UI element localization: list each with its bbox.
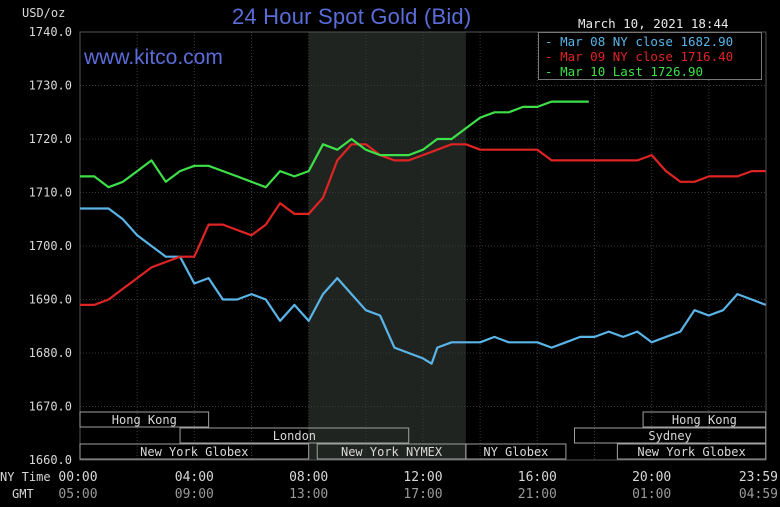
y-tick-label: 1730.0 <box>29 79 72 93</box>
y-tick-label: 1710.0 <box>29 186 72 200</box>
y-tick-label: 1740.0 <box>29 25 72 39</box>
y-tick-label: 1690.0 <box>29 293 72 307</box>
y-tick-label: 1720.0 <box>29 132 72 146</box>
session-box <box>642 411 767 428</box>
x-tick-ny: 04:00 <box>175 470 214 485</box>
y-unit-label: USD/oz <box>22 6 66 20</box>
ny-time-label: NY Time <box>0 470 51 484</box>
series-line-0 <box>80 207 767 365</box>
x-tick-gmt: 09:00 <box>175 487 214 502</box>
session-label: Hong Kong <box>112 413 177 427</box>
session-box <box>465 443 567 460</box>
y-tick-label: 1660.0 <box>29 453 72 467</box>
series-line-2 <box>80 100 589 189</box>
session-box <box>573 427 767 444</box>
session-label: NY Globex <box>483 445 548 459</box>
x-tick-gmt: 21:00 <box>518 487 557 502</box>
session-label: Hong Kong <box>672 413 737 427</box>
session-label: New York Globex <box>140 445 248 459</box>
session-label: London <box>273 429 316 443</box>
legend-swatch: - <box>545 49 561 64</box>
x-tick-gmt: 05:00 <box>58 487 97 502</box>
x-tick-ny: 23:59 <box>739 470 778 485</box>
legend-item-mar10: - Mar 10 Last 1726.90 <box>545 64 761 79</box>
timestamp: March 10, 2021 18:44 <box>578 16 729 31</box>
series-line-1 <box>80 143 766 306</box>
x-tick-gmt: 01:00 <box>632 487 671 502</box>
plot-border <box>79 31 767 461</box>
session-box <box>179 427 410 444</box>
x-tick-gmt: 13:00 <box>289 487 328 502</box>
x-tick-ny: 12:00 <box>403 470 442 485</box>
legend-label: Mar 09 NY close 1716.40 <box>560 49 734 64</box>
gmt-label: GMT <box>12 487 34 501</box>
nymex-shade <box>308 32 466 460</box>
legend-swatch: - <box>545 64 561 79</box>
chart-title: 24 Hour Spot Gold (Bid) <box>232 4 472 29</box>
legend-item-mar08: - Mar 08 NY close 1682.90 <box>545 34 761 49</box>
session-label: New York Globex <box>637 445 745 459</box>
legend-item-mar09: - Mar 09 NY close 1716.40 <box>545 49 761 64</box>
y-tick-label: 1670.0 <box>29 400 72 414</box>
session-label: Sydney <box>648 429 691 443</box>
legend-swatch: - <box>545 34 561 49</box>
session-box <box>616 443 767 460</box>
x-tick-ny: 08:00 <box>289 470 328 485</box>
session-box <box>79 443 310 460</box>
x-tick-ny: 16:00 <box>518 470 557 485</box>
watermark: www.kitco.com <box>84 46 223 69</box>
x-tick-gmt: 04:59 <box>739 487 778 502</box>
legend: - Mar 08 NY close 1682.90 - Mar 09 NY cl… <box>538 32 762 80</box>
x-tick-gmt: 17:00 <box>403 487 442 502</box>
session-label: New York NYMEX <box>341 445 443 459</box>
legend-label: Mar 08 NY close 1682.90 <box>560 34 734 49</box>
session-box <box>79 411 210 428</box>
x-tick-ny: 00:00 <box>58 470 97 485</box>
x-tick-ny: 20:00 <box>632 470 671 485</box>
legend-label: Mar 10 Last 1726.90 <box>560 64 704 79</box>
y-tick-label: 1680.0 <box>29 346 72 360</box>
y-tick-label: 1700.0 <box>29 239 72 253</box>
